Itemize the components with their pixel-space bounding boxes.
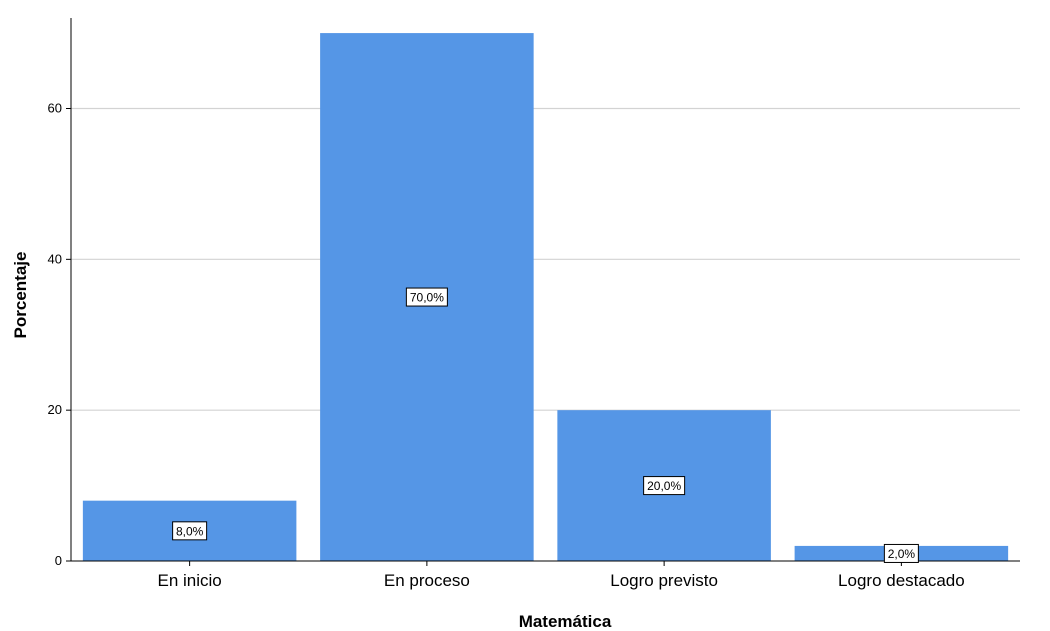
bars [82,33,1009,562]
data-label: 8,0% [176,524,204,538]
data-label-box [883,543,919,563]
data-label-box [643,476,686,496]
data-label: 70,0% [410,291,444,305]
x-tick-label: En proceso [384,571,470,590]
x-axis-title: Matemática [519,612,612,631]
x-tick-label: Logro previsto [610,571,718,590]
axes: 0 20 40 60 En inicio En proceso Logro previsto… [48,18,1020,590]
data-labels: 8,0% 70,0% 20,0% 2,0% [172,287,919,563]
x-tick-label: En inicio [157,571,221,590]
y-tick-label: 20 [48,402,62,417]
data-label: 20,0% [647,479,681,493]
data-label: 2,0% [888,547,916,561]
x-tick-label: Logro destacado [838,571,965,590]
y-axis-title: Porcentaje [11,252,30,339]
data-label-box [405,287,448,307]
y-tick-label: 40 [48,251,62,266]
y-tick-label: 0 [55,553,62,568]
gridlines [71,107,1020,411]
data-label-box [172,521,208,541]
y-tick-label: 60 [48,101,62,116]
